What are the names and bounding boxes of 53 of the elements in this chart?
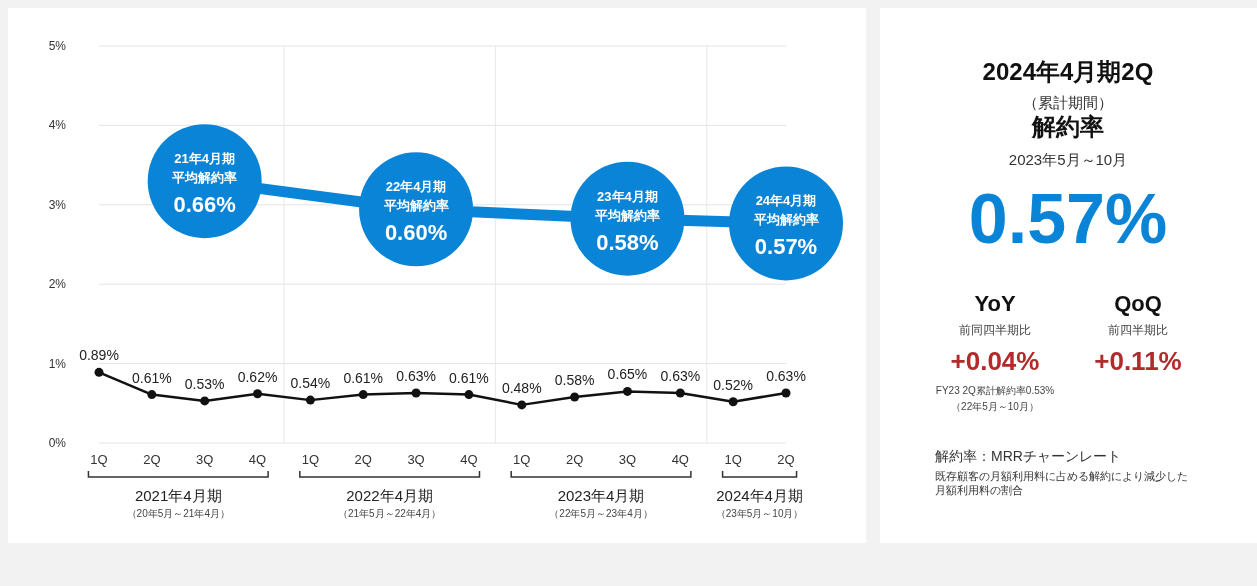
data-label: 0.54% [290,375,331,392]
data-label: 0.53% [184,375,225,392]
x-tick-label: 3Q [618,452,637,467]
data-label: 0.62% [237,368,278,385]
data-label: 0.48% [501,379,542,396]
x-tick-label: 3Q [196,452,214,467]
text: （累計期間） [1023,94,1113,111]
x-tick-label: 1Q [90,452,108,467]
x-tick-label: 3Q [407,452,425,467]
data-label: 0.63% [766,367,806,384]
x-tick-label: 4Q [248,452,267,467]
text: 前四半期比 [1108,323,1168,337]
data-label: 0.65% [607,366,648,383]
text: 2023年5月～10月 [1008,151,1128,168]
text: +0.04% [950,346,1040,376]
x-tick-label: 4Q [671,452,689,467]
y-tick-label: 2% [48,277,67,292]
data-label: 0.61% [131,369,172,386]
text: 2024年4月期（23年5月～10月） [715,487,804,519]
text: YoY [974,291,1016,316]
data-label: 0.52% [713,376,754,393]
x-tick-label: 2Q [565,452,584,467]
text: 2021年4月期（20年5月～21年4月） [126,487,230,519]
y-tick-label: 3% [48,197,67,212]
text: 2024年4月期2Q [982,58,1154,85]
y-tick-label: 5% [48,39,67,53]
data-label: 0.58% [554,371,595,388]
y-tick-label: 1% [48,356,67,371]
text: 前同四半期比 [959,323,1031,337]
text: 既存顧客の月額利用料に占める解約により減少した月額利用料の割合 [935,469,1189,498]
data-label: 0.61% [343,369,384,386]
data-label: 0.63% [660,367,701,384]
data-label: 0.61% [449,369,489,386]
text: 2023年4月期（22年5月～23年4月） [549,487,653,519]
x-tick-label: 2Q [777,452,795,467]
x-tick-label: 1Q [301,452,320,467]
text: FY23 2Q累計解約率0.53% [935,385,1055,396]
y-tick-label: 4% [48,118,67,133]
x-tick-label: 1Q [724,452,742,467]
text: 解約率：MRRチャーンレート [935,448,1121,464]
data-label: 0.89% [79,347,119,364]
text: +0.11% [1094,346,1182,376]
x-tick-label: 1Q [513,452,531,467]
text: QoQ [1114,291,1162,316]
y-tick-label: 0% [48,436,67,450]
text: 0.57% [968,180,1168,258]
text: （22年5月～10月） [951,401,1039,412]
text: 解約率 [1031,113,1104,140]
x-tick-label: 2Q [143,452,161,467]
text: 2022年4月期（21年5月～22年4月） [337,487,442,519]
x-tick-label: 2Q [354,452,372,467]
data-label: 0.63% [396,367,436,384]
x-tick-label: 4Q [460,452,478,467]
